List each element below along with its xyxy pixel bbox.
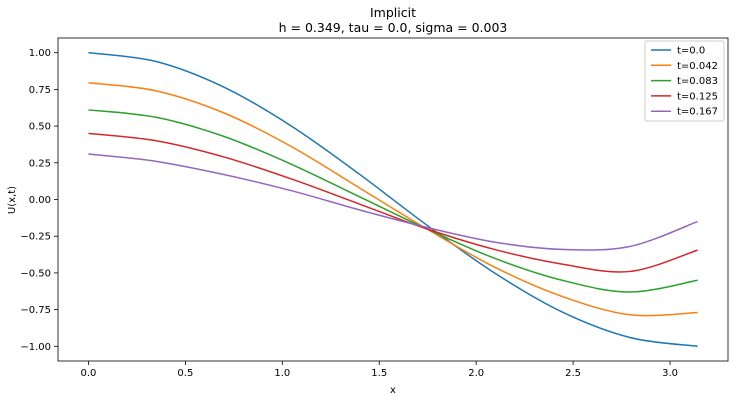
y-tick-label: 1.00	[29, 48, 51, 59]
series-line-5	[88, 153, 698, 251]
x-tick-label: 1.0	[274, 368, 290, 379]
legend-label-2: t=0.042	[677, 61, 718, 72]
y-axis: 1.00 0.75 0.50 0.25 0.00 −0.25 −0.50 −0.75 −1.00	[20, 48, 58, 353]
legend-box	[644, 40, 725, 122]
y-tick-label: 0.75	[29, 85, 51, 96]
legend-label-3: t=0.083	[677, 76, 718, 87]
legend-label-5: t=0.167	[677, 107, 718, 118]
y-tick-label: 0.25	[29, 158, 51, 169]
x-axis-label: x	[390, 385, 396, 396]
legend-label-1: t=0.0	[677, 46, 705, 57]
chart-subtitle: h = 0.349, tau = 0.0, sigma = 0.003	[279, 20, 508, 35]
legend-label-4: t=0.125	[677, 91, 718, 102]
y-tick-label: −0.50	[20, 268, 51, 279]
series-layer	[88, 51, 698, 348]
y-tick-label: 0.00	[29, 195, 51, 206]
y-tick-label: 0.50	[29, 122, 51, 133]
x-tick-label: 3.0	[662, 368, 678, 379]
x-tick-label: 2.0	[468, 368, 484, 379]
chart-title: Implicit	[370, 5, 416, 20]
series-line-2	[88, 82, 698, 317]
x-axis: 0.0 0.5 1.0 1.5 2.0 2.5 3.0	[80, 361, 678, 379]
x-tick-label: 2.5	[565, 368, 581, 379]
x-tick-label: 1.5	[371, 368, 387, 379]
series-line-4	[88, 132, 698, 273]
legend: t=0.0 t=0.042 t=0.083 t=0.125 t=0.167	[644, 40, 725, 122]
series-line-3	[88, 109, 698, 293]
y-tick-label: −0.75	[20, 305, 51, 316]
series-line-1	[88, 51, 698, 348]
plot-area	[57, 37, 729, 362]
y-tick-label: −1.00	[20, 342, 51, 353]
x-tick-label: 0.5	[177, 368, 193, 379]
y-tick-label: −0.25	[20, 232, 51, 243]
x-tick-label: 0.0	[80, 368, 96, 379]
y-axis-label: U(x,t)	[7, 186, 18, 214]
